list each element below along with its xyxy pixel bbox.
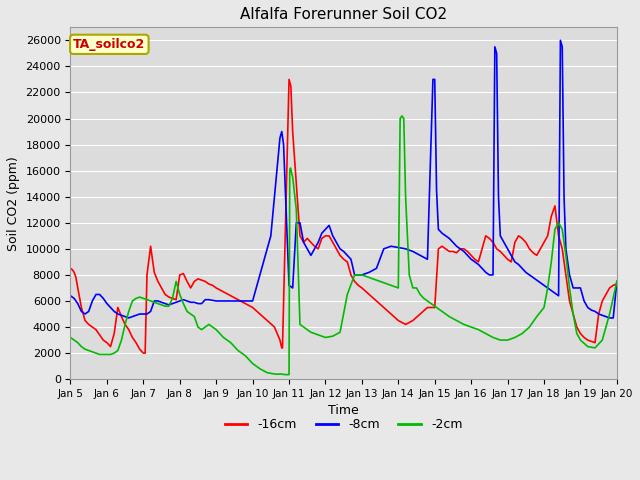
- -16cm: [508, 259, 515, 265]
- X-axis label: Time: Time: [328, 405, 359, 418]
- -8cm: [511, 259, 518, 265]
- Title: Alfalfa Forerunner Soil CO2: Alfalfa Forerunner Soil CO2: [240, 7, 447, 22]
- -2cm: [282, 372, 289, 377]
- -2cm: [351, 272, 358, 278]
- -2cm: [154, 300, 162, 306]
- -8cm: [278, 129, 285, 134]
- Line: -8cm: -8cm: [70, 40, 617, 318]
- -2cm: [613, 278, 621, 284]
- -2cm: [540, 305, 548, 311]
- -8cm: [289, 285, 296, 291]
- -16cm: [285, 76, 293, 82]
- -8cm: [442, 233, 449, 239]
- -8cm: [325, 223, 333, 228]
- Line: -16cm: -16cm: [70, 79, 617, 353]
- -8cm: [67, 293, 74, 299]
- -16cm: [271, 324, 278, 330]
- -16cm: [140, 350, 147, 356]
- -2cm: [497, 337, 504, 343]
- -16cm: [249, 305, 257, 311]
- -16cm: [431, 305, 438, 311]
- Line: -2cm: -2cm: [70, 116, 617, 374]
- -8cm: [557, 37, 564, 43]
- -8cm: [140, 311, 147, 317]
- -2cm: [202, 324, 209, 330]
- -8cm: [613, 278, 621, 284]
- -2cm: [398, 113, 406, 119]
- Y-axis label: Soil CO2 (ppm): Soil CO2 (ppm): [7, 156, 20, 251]
- -16cm: [613, 281, 621, 287]
- -2cm: [431, 303, 438, 309]
- Text: TA_soilco2: TA_soilco2: [73, 38, 145, 51]
- -2cm: [67, 335, 74, 340]
- -16cm: [67, 265, 74, 271]
- Legend: -16cm, -8cm, -2cm: -16cm, -8cm, -2cm: [220, 413, 467, 436]
- -16cm: [129, 335, 136, 340]
- -16cm: [307, 240, 315, 245]
- -8cm: [125, 315, 132, 321]
